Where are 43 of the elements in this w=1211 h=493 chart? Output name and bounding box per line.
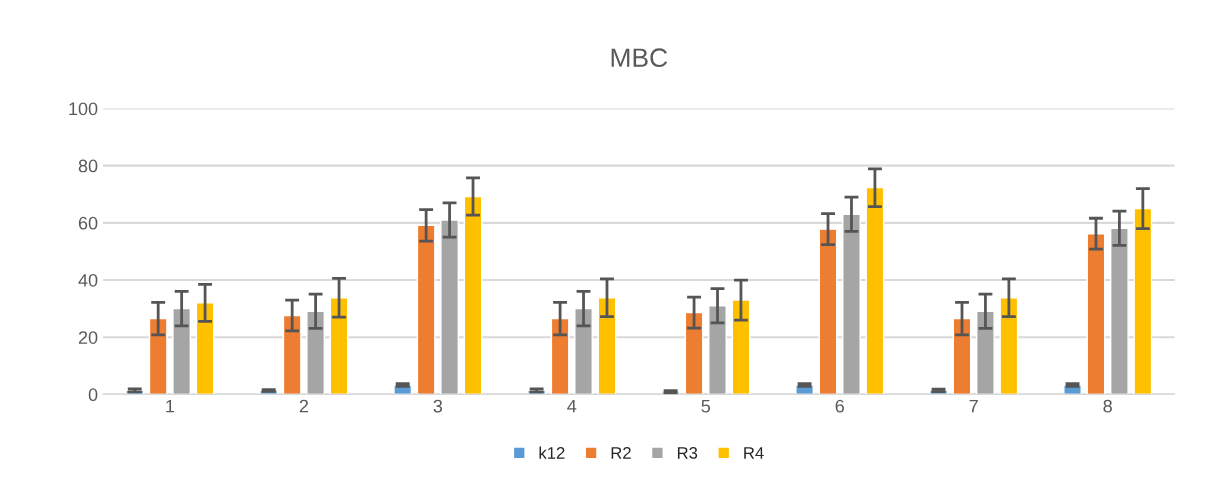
legend-label: k12 [539, 446, 565, 459]
x-tick-label: 3 [433, 399, 443, 413]
bar [329, 297, 349, 395]
y-tick-label: 100 [69, 102, 98, 116]
bar [440, 219, 459, 395]
bar [148, 317, 168, 395]
x-tick-label: 1 [166, 399, 175, 413]
x-tick-label: 7 [969, 399, 978, 413]
y-tick-label: 80 [78, 159, 98, 173]
legend-label: R2 [611, 447, 631, 459]
y-tick-label: 60 [78, 216, 98, 230]
x-tick-label: 2 [299, 399, 308, 413]
bar [574, 307, 593, 395]
y-tick-label: 20 [78, 331, 98, 344]
bar [684, 311, 704, 395]
x-tick-label: 8 [1103, 399, 1112, 413]
legend-label: R3 [677, 447, 698, 459]
bar [1133, 207, 1153, 395]
bar [818, 228, 838, 395]
bar [416, 224, 436, 395]
bar [952, 317, 972, 395]
bar [172, 307, 192, 395]
bar [976, 310, 995, 395]
x-tick-label: 4 [567, 399, 577, 413]
bar [731, 299, 751, 395]
y-tick-label: 40 [78, 273, 98, 287]
bar [195, 302, 215, 395]
x-tick-label: 5 [701, 399, 711, 413]
bar [306, 310, 326, 395]
bar [550, 317, 570, 395]
legend-label: R4 [744, 447, 764, 459]
x-tick-label: 6 [835, 399, 844, 413]
bar [597, 297, 617, 395]
chart-title: MBC [611, 48, 668, 68]
bar [1110, 227, 1129, 395]
bar [842, 213, 861, 395]
bar [865, 186, 885, 395]
y-tick-label: 0 [88, 388, 98, 402]
bar [463, 195, 483, 395]
bar [282, 314, 302, 395]
bar [708, 305, 727, 395]
bar [1086, 233, 1106, 395]
bar [999, 297, 1019, 395]
